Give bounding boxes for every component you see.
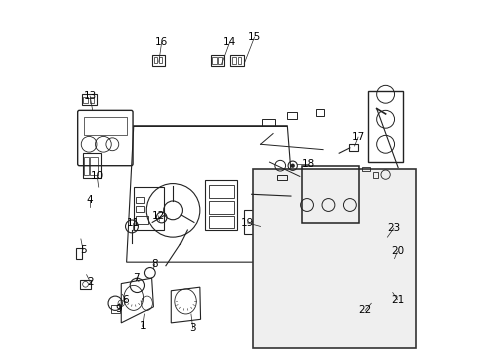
Text: 21: 21 [390,295,403,305]
Bar [111,305,120,313]
Bar [83,97,88,103]
Bar [231,57,236,64]
Text: 22: 22 [358,305,371,315]
Text: 18: 18 [301,159,314,169]
Bar [205,180,237,230]
Text: 16: 16 [155,37,168,48]
Text: 10: 10 [91,171,103,181]
Bar [230,55,244,66]
Text: 20: 20 [390,247,403,256]
Text: 5: 5 [80,245,86,255]
Text: 4: 4 [87,195,93,204]
Bar [276,175,287,180]
Bar [210,55,224,66]
Bar [237,57,241,64]
Text: 1: 1 [139,321,146,332]
Bar [80,280,91,289]
Bar [262,118,274,126]
Bar [151,55,165,66]
Circle shape [290,163,294,168]
Bar [301,166,358,223]
Text: 15: 15 [247,32,261,42]
Bar [153,58,157,63]
Bar [348,144,357,151]
Bar [134,187,164,230]
Text: 14: 14 [223,37,236,48]
Bar [76,248,82,258]
Bar [90,157,98,175]
Text: 2: 2 [87,277,93,287]
Bar [135,206,144,212]
Bar [208,202,233,214]
Bar [253,169,415,348]
Bar [315,109,323,116]
Text: 3: 3 [189,323,196,333]
Text: 8: 8 [151,259,158,269]
Bar [90,97,94,103]
Text: 7: 7 [133,273,140,283]
Text: 19: 19 [240,218,253,228]
Bar [287,112,297,119]
Bar [84,157,88,175]
Bar [135,197,144,203]
Bar [83,117,126,135]
Text: 17: 17 [351,132,364,142]
Bar [159,58,162,63]
Bar [218,57,222,64]
Text: 9: 9 [115,303,122,314]
Bar [208,185,233,198]
Bar [362,167,369,171]
Bar [208,216,233,228]
Bar [135,216,148,224]
Text: 6: 6 [122,295,129,305]
Bar [372,172,378,178]
Bar [82,94,97,105]
Bar [83,153,101,178]
Text: 13: 13 [83,91,97,101]
Text: 11: 11 [126,218,140,228]
Text: 12: 12 [151,211,164,221]
Bar [367,91,403,162]
Bar [244,210,276,234]
Bar [212,57,217,64]
Text: 23: 23 [386,223,400,233]
